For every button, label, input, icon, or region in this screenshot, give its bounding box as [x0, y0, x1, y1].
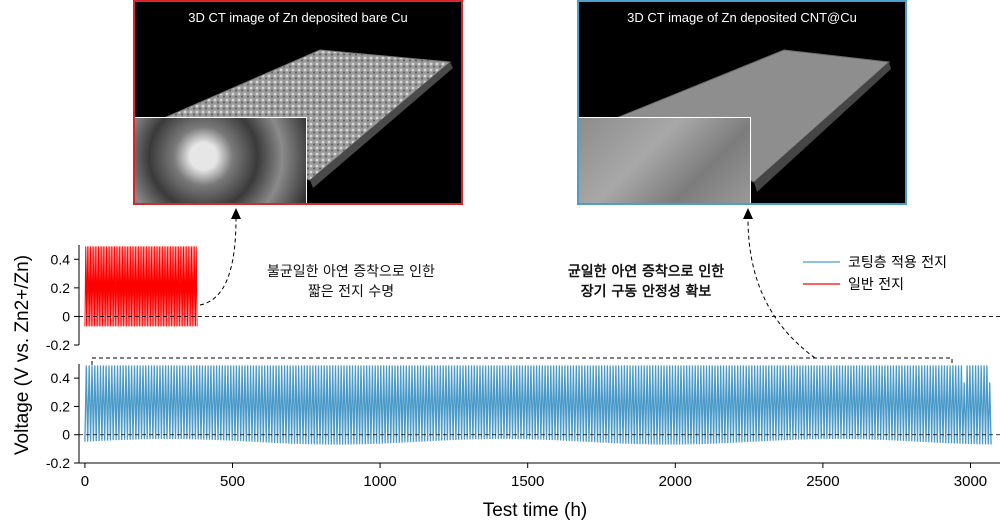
x-tick-label-4: 2000 — [659, 473, 692, 490]
dashed-bracket — [91, 357, 953, 365]
y-tick-label-0-0: -0.2 — [46, 337, 70, 353]
annotation-long-stability: 균일한 아연 증착으로 인한 장기 구동 안정성 확보 — [532, 262, 760, 302]
y-tick-label-0-2: 0.2 — [51, 280, 71, 296]
y-tick-label-1-3: 0.4 — [51, 370, 71, 386]
x-tick-label-2: 1000 — [363, 473, 396, 490]
sem-inset-bare-cu — [135, 117, 307, 203]
legend-label-1: 일반 전지 — [848, 277, 904, 293]
ct-panel-cnt-cu: 3D CT image of Zn deposited CNT@Cu — [577, 0, 907, 205]
series-line-coated-0 — [84, 365, 992, 445]
x-tick-label-3: 1500 — [511, 473, 544, 490]
annotation-long-stability-line1: 균일한 아연 증착으로 인한 — [567, 264, 725, 280]
x-tick-label-6: 3000 — [954, 473, 987, 490]
y-axis-label: Voltage (V vs. Zn2+/Zn) — [12, 255, 33, 455]
arrowhead-cnt — [743, 208, 753, 219]
ct-panel-cnt-cu-title: 3D CT image of Zn deposited CNT@Cu — [627, 10, 857, 25]
arrow-to-cnt-panel — [747, 217, 816, 359]
x-tick-label-0: 0 — [81, 473, 89, 490]
arrow-to-bare-panel — [199, 217, 237, 306]
arrowhead-bare — [231, 208, 241, 219]
ct-panel-bare-cu-title: 3D CT image of Zn deposited bare Cu — [188, 10, 408, 25]
x-axis-label: Test time (h) — [483, 500, 588, 521]
annotation-short-life-line2: 짧은 전지 수명 — [307, 284, 395, 300]
legend-label-0: 코팅층 적용 전지 — [848, 255, 947, 271]
y-tick-label-0-1: 0 — [62, 308, 70, 324]
y-tick-label-0-3: 0.4 — [51, 251, 71, 267]
sem-inset-cnt-cu — [579, 117, 751, 203]
annotation-short-life: 불균일한 아연 증착으로 인한 짧은 전지 수명 — [246, 262, 456, 302]
y-tick-label-1-0: -0.2 — [46, 455, 70, 471]
y-tick-label-1-1: 0 — [62, 427, 70, 443]
y-tick-label-1-2: 0.2 — [51, 398, 71, 414]
x-tick-label-5: 2500 — [806, 473, 839, 490]
annotation-long-stability-line2: 장기 구동 안정성 확보 — [580, 284, 712, 300]
ct-panel-bare-cu: 3D CT image of Zn deposited bare Cu — [133, 0, 463, 205]
series-line-bare-0 — [84, 246, 198, 327]
x-tick-label-1: 500 — [220, 473, 245, 490]
annotation-short-life-line1: 불균일한 아연 증착으로 인한 — [267, 264, 435, 280]
